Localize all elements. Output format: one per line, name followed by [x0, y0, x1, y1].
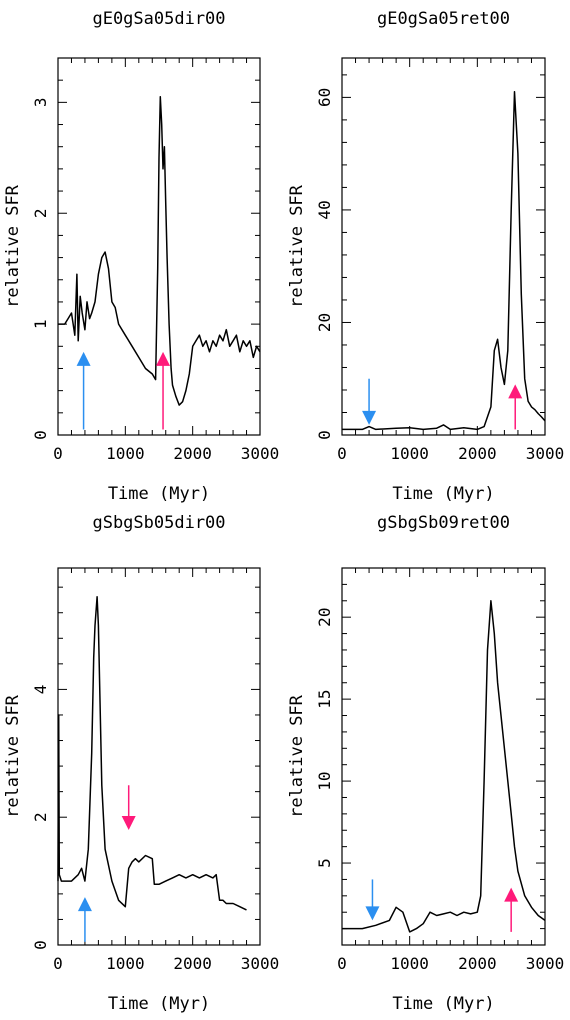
panel-title: gE0gSa05ret00 — [377, 9, 510, 29]
plot-frame — [341, 57, 546, 436]
y-axis-label: relative SFR — [3, 694, 23, 818]
y-tick-label: 0 — [315, 430, 334, 440]
y-tick-label: 40 — [315, 200, 334, 219]
y-tick-label: 15 — [315, 689, 334, 708]
x-tick-label: 0 — [337, 954, 347, 973]
y-tick-label: 4 — [31, 685, 50, 695]
arrow-down-head — [121, 815, 136, 830]
x-tick-label: 2000 — [173, 444, 212, 463]
arrow-down-head — [365, 906, 380, 921]
x-tick-label: 1000 — [106, 954, 145, 973]
sfr-series-line — [58, 96, 261, 406]
panel-title: gE0gSa05dir00 — [92, 9, 225, 29]
x-tick-label: 1000 — [390, 954, 429, 973]
x-tick-label: 2000 — [458, 444, 497, 463]
chart-panel-3: gSbgSb09ret00 0 1000 2000 3000 5 10 15 20 Time (M… — [287, 513, 564, 1014]
y-axis-label: relative SFR — [287, 184, 307, 308]
x-tick-label: 2000 — [458, 954, 497, 973]
x-tick-label: 1000 — [390, 444, 429, 463]
plot-frame — [341, 567, 546, 946]
y-tick-label: 5 — [315, 858, 334, 868]
arrow-up-head — [156, 351, 171, 366]
sfr-series-line — [342, 91, 546, 431]
arrow-down-head — [362, 410, 377, 425]
arrow-up-head — [76, 351, 91, 366]
x-tick-label: 3000 — [526, 444, 565, 463]
y-tick-label: 0 — [31, 940, 50, 950]
sfr-series-line — [57, 596, 247, 911]
x-axis-label: Time (Myr) — [392, 994, 494, 1014]
y-tick-label: 2 — [31, 208, 50, 218]
plot-frame — [57, 567, 261, 946]
chart-panel-1: gE0gSa05ret00 0 1000 2000 3000 0 20 40 60 Time (M… — [287, 9, 564, 504]
y-tick-label: 0 — [31, 430, 50, 440]
y-tick-label: 2 — [31, 812, 50, 822]
y-tick-label: 10 — [315, 771, 334, 790]
chart-panel-2: gSbgSb05dir00 0 1000 2000 3000 0 2 4 Time (Myr) r… — [3, 513, 279, 1014]
y-tick-label: 20 — [315, 313, 334, 332]
x-axis-label: Time (Myr) — [108, 994, 210, 1014]
x-tick-label: 3000 — [241, 444, 280, 463]
panel-title: gSbgSb09ret00 — [377, 513, 510, 533]
x-tick-label: 0 — [337, 444, 347, 463]
y-tick-label: 20 — [315, 608, 334, 627]
y-tick-label: 1 — [31, 319, 50, 329]
arrow-up-head — [508, 384, 523, 399]
x-axis-label: Time (Myr) — [392, 484, 494, 504]
x-tick-label: 0 — [53, 954, 63, 973]
y-tick-label: 60 — [315, 88, 334, 107]
panel-title: gSbgSb05dir00 — [92, 513, 225, 533]
arrow-up-head — [504, 887, 519, 902]
y-axis-label: relative SFR — [287, 694, 307, 818]
plot-frame — [57, 57, 261, 436]
chart-panel-0: gE0gSa05dir00 0 1000 2000 3000 0 1 2 3 Time (Myr)… — [3, 9, 279, 504]
x-tick-label: 0 — [53, 444, 63, 463]
x-tick-label: 2000 — [173, 954, 212, 973]
x-tick-label: 1000 — [106, 444, 145, 463]
y-axis-label: relative SFR — [3, 184, 23, 308]
x-axis-label: Time (Myr) — [108, 484, 210, 504]
sfr-series-line — [342, 600, 546, 933]
y-tick-label: 3 — [31, 98, 50, 108]
arrow-up-head — [77, 897, 92, 912]
x-tick-label: 3000 — [526, 954, 565, 973]
x-tick-label: 3000 — [241, 954, 280, 973]
